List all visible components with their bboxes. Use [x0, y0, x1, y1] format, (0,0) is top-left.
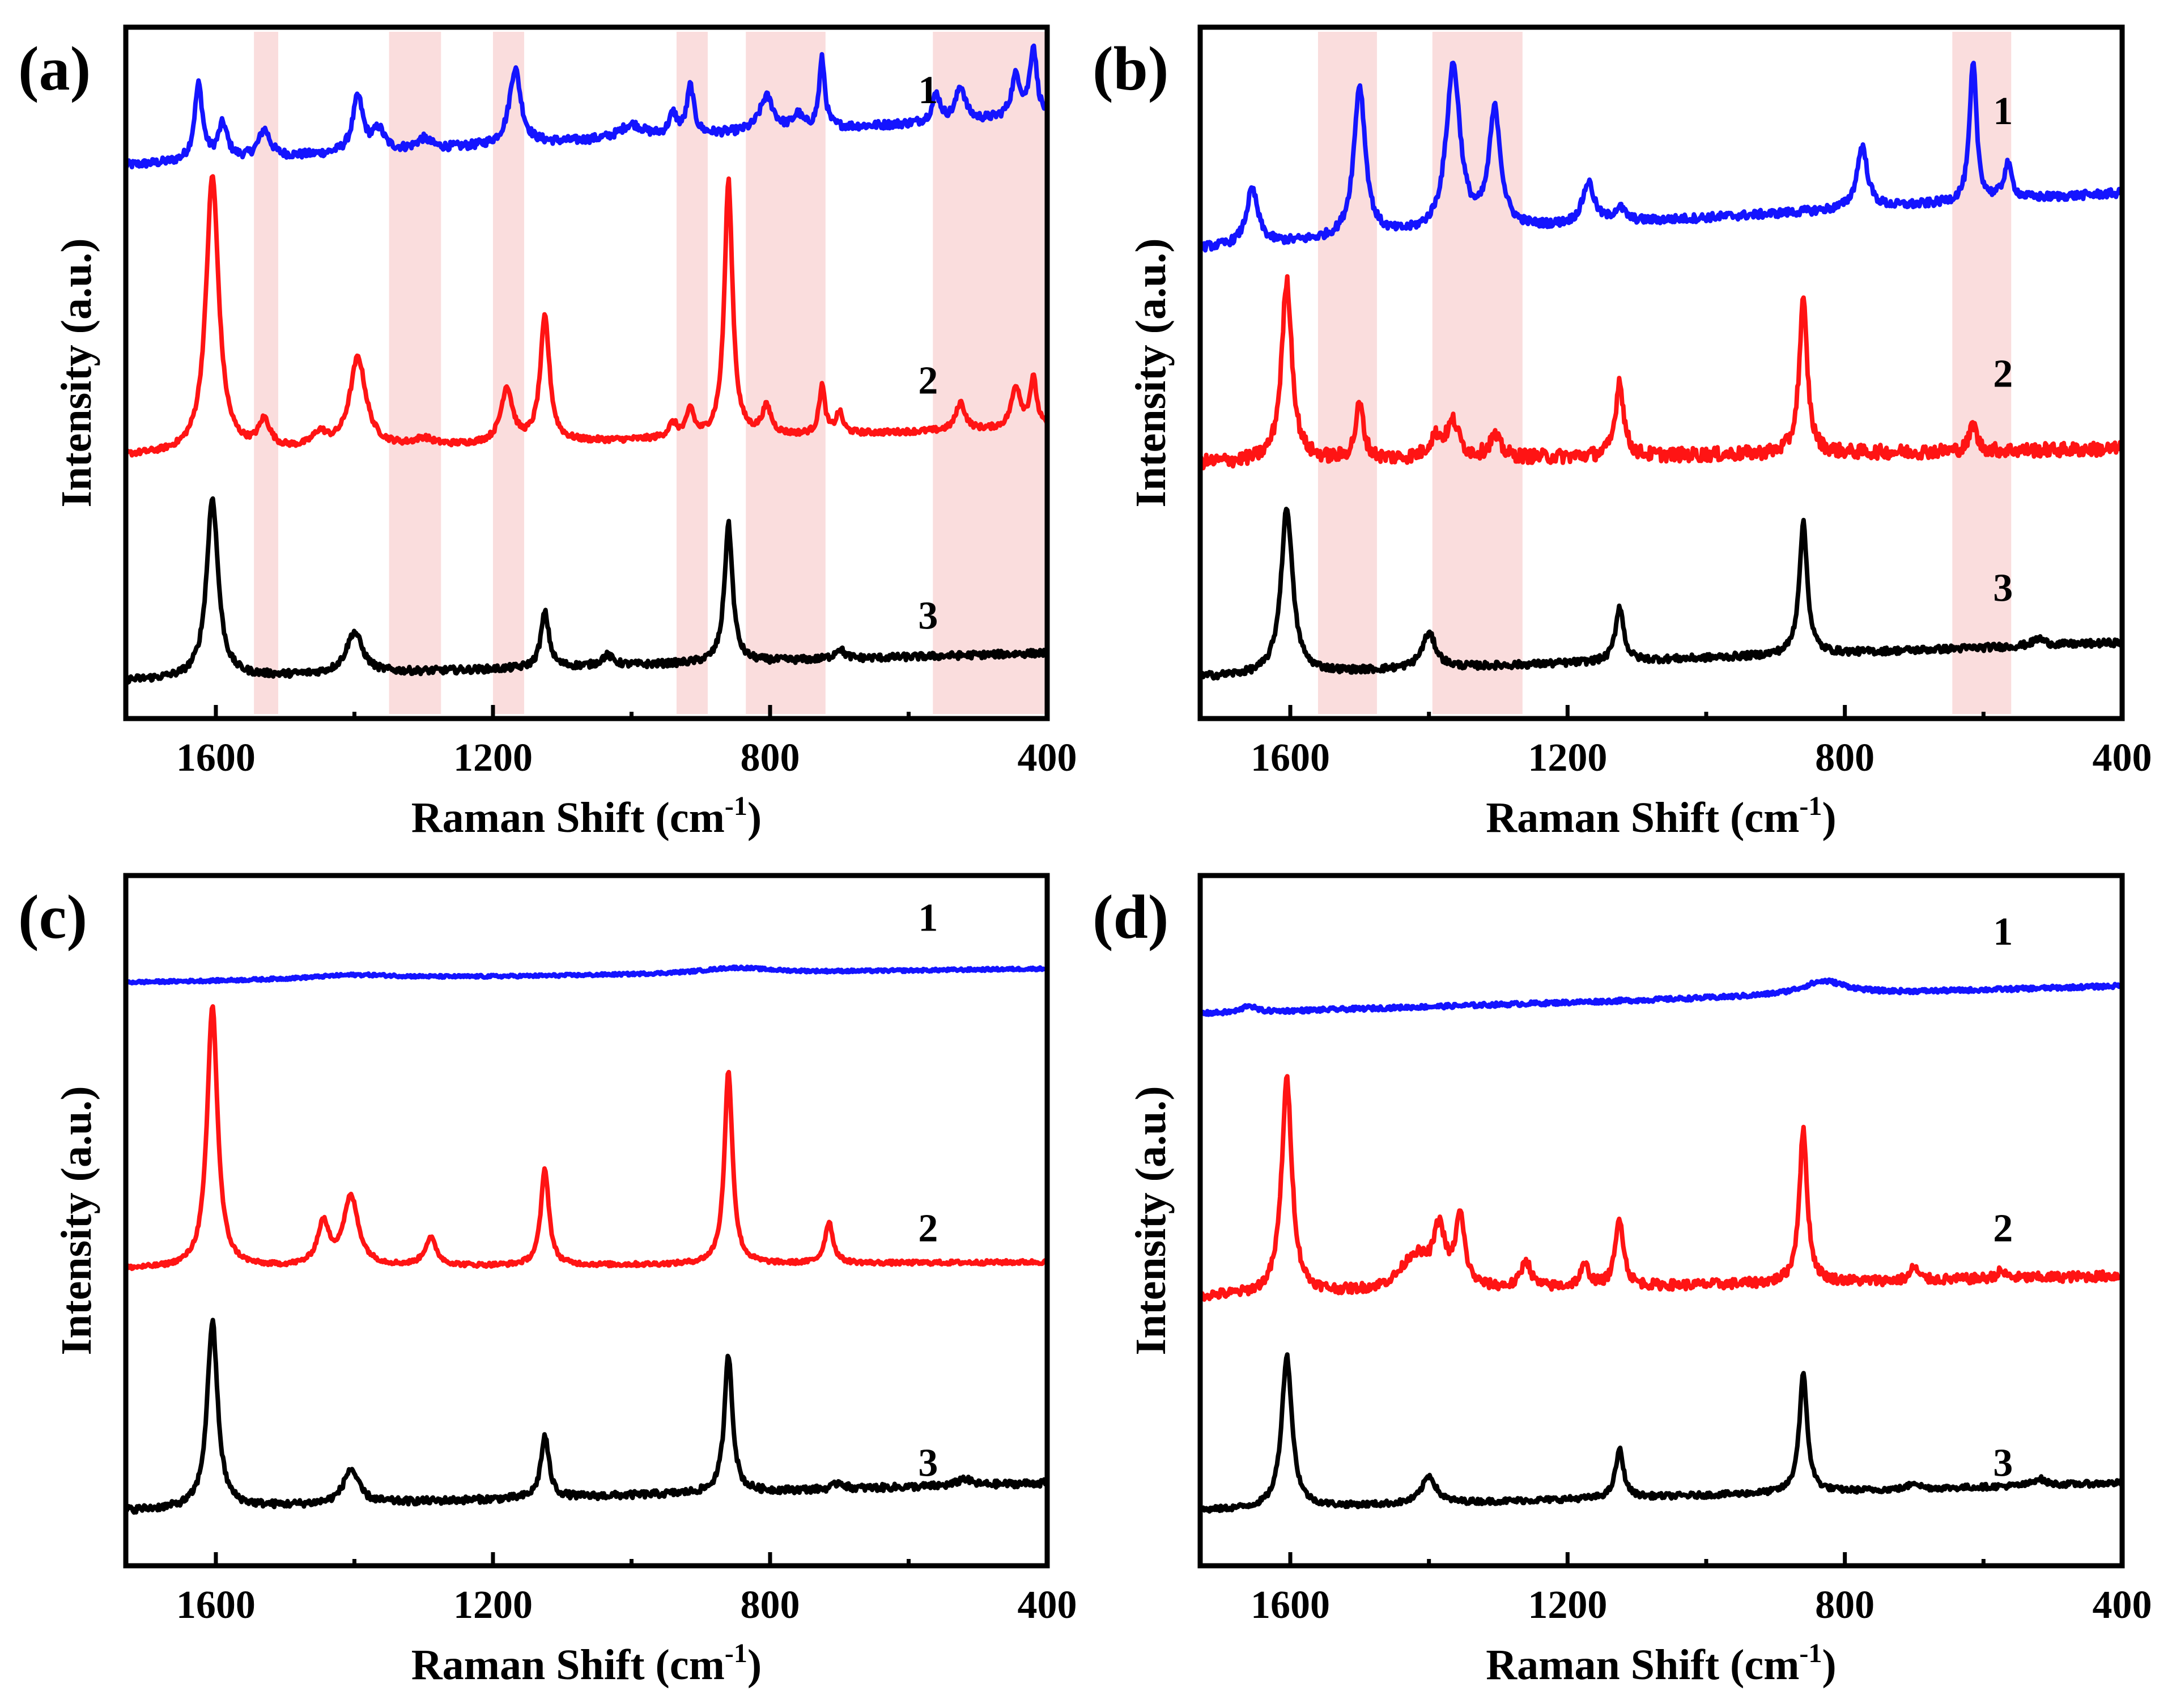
plot-frame — [123, 24, 1050, 721]
x-tick-label: 1600 — [176, 1583, 256, 1627]
x-axis-title: Raman Shift (cm-1) — [1486, 791, 1836, 842]
x-tick-label: 800 — [1815, 736, 1875, 780]
y-axis-title: Intensity (a.u.) — [53, 1086, 100, 1355]
y-axis-title: Intensity (a.u.) — [1127, 238, 1175, 507]
plot-frame — [123, 873, 1050, 1569]
y-axis-title: Intensity (a.u.) — [53, 238, 100, 507]
spectrum-1 — [1198, 61, 2124, 253]
curve-label-3: 3 — [918, 594, 938, 638]
x-tick-label: 800 — [1815, 1583, 1875, 1627]
x-tick-label: 800 — [740, 1583, 800, 1627]
x-tick-label: 400 — [1018, 1583, 1077, 1627]
plot-frame — [1197, 873, 2125, 1569]
x-tick-label: 1200 — [453, 736, 533, 780]
panel-a: 1600 1200 800 400 Raman Shift (cm-1) Intensit… — [18, 24, 1077, 842]
x-tick-label: 400 — [2093, 736, 2152, 780]
spectrum-2 — [124, 1004, 1049, 1271]
curve-label-2: 2 — [918, 1207, 938, 1251]
x-axis-title: Raman Shift (cm-1) — [411, 791, 762, 842]
spectrum-3 — [1198, 507, 2124, 681]
curve-label-1: 1 — [918, 69, 938, 112]
curve-label-1: 1 — [1993, 910, 2013, 954]
curve-label-3: 3 — [1993, 567, 2013, 610]
panel-label: (b) — [1093, 34, 1168, 103]
highlight-band — [1432, 32, 1523, 714]
spectrum-2 — [124, 174, 1049, 458]
curve-label-2: 2 — [1993, 1207, 2013, 1251]
x-axis-title: Raman Shift (cm-1) — [411, 1638, 762, 1689]
spectrum-3 — [124, 496, 1049, 685]
x-tick-label: 400 — [2093, 1583, 2152, 1627]
x-tick-label: 1600 — [1251, 736, 1330, 780]
spectrum-1 — [124, 43, 1049, 169]
highlight-band — [492, 32, 524, 714]
plot-frame — [1197, 24, 2125, 721]
x-tick-label: 1600 — [1251, 1583, 1330, 1627]
panel-d: 1600 1200 800 400 Raman Shift (cm-1) Intensit… — [1093, 873, 2152, 1689]
highlight-band — [389, 32, 441, 714]
x-tick-label: 800 — [740, 736, 800, 780]
panel-label: (c) — [18, 882, 87, 951]
curve-label-2: 2 — [918, 359, 938, 403]
x-tick-label: 1600 — [176, 736, 256, 780]
spectrum-2 — [1198, 274, 2124, 470]
x-tick-label: 1200 — [1528, 736, 1607, 780]
spectrum-3 — [1198, 1352, 2124, 1514]
spectrum-1 — [124, 964, 1049, 985]
spectrum-3 — [124, 1318, 1049, 1515]
spectrum-1 — [1198, 977, 2124, 1017]
x-tick-label: 1200 — [1528, 1583, 1607, 1627]
y-axis-title: Intensity (a.u.) — [1127, 1086, 1175, 1355]
x-tick-label: 1200 — [453, 1583, 533, 1627]
spectrum-2 — [1198, 1074, 2124, 1302]
highlight-band — [676, 32, 708, 714]
curve-label-1: 1 — [1993, 90, 2013, 133]
panel-label: (d) — [1093, 882, 1168, 951]
curve-label-1: 1 — [918, 896, 938, 940]
x-tick-label: 400 — [1018, 736, 1077, 780]
panel-c: 1600 1200 800 400 Raman Shift (cm-1) Intensit… — [18, 873, 1077, 1689]
curve-label-3: 3 — [1993, 1442, 2013, 1485]
curve-label-2: 2 — [1993, 352, 2013, 396]
highlight-band — [1317, 32, 1377, 714]
panel-label: (a) — [18, 34, 91, 103]
highlight-band — [1952, 32, 2012, 714]
highlight-band — [933, 32, 1047, 714]
panel-b: 1600 1200 800 400 Raman Shift (cm-1) Intensit… — [1093, 24, 2152, 842]
highlight-band — [746, 32, 826, 714]
x-axis-title: Raman Shift (cm-1) — [1486, 1638, 1836, 1689]
curve-label-3: 3 — [918, 1442, 938, 1485]
